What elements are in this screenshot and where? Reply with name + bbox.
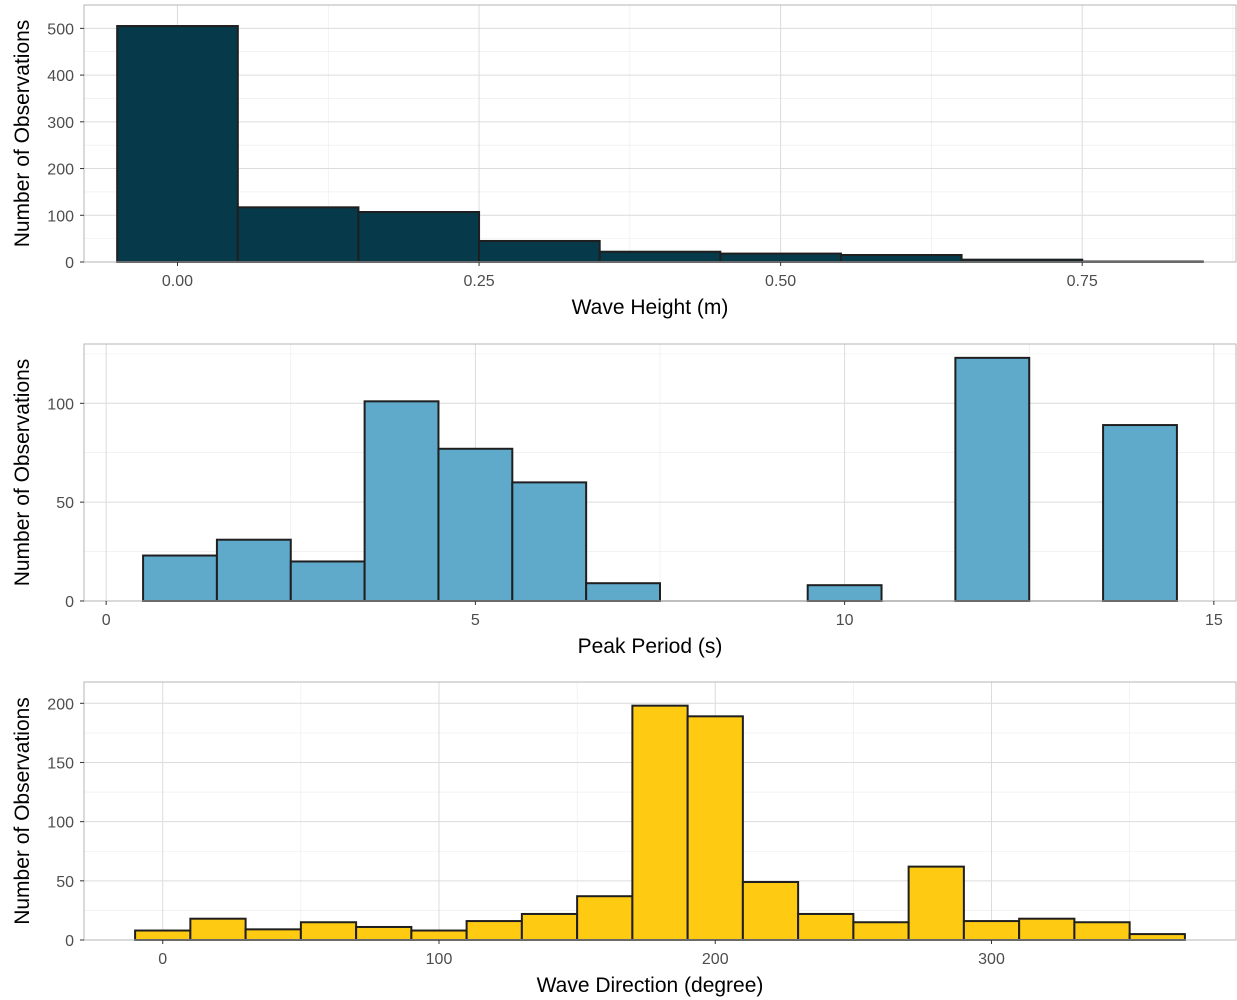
histogram-bar <box>839 253 963 263</box>
x-tick-label: 0 <box>102 612 111 629</box>
y-axis-title: Number of Observations <box>11 20 34 248</box>
histogram-bar <box>410 929 468 941</box>
histogram-bar <box>852 921 910 941</box>
histogram-bar <box>686 715 744 941</box>
y-tick-label: 0 <box>65 933 74 950</box>
y-tick-label: 400 <box>47 68 74 85</box>
histogram-bar <box>134 929 192 941</box>
panel-border <box>83 681 1237 941</box>
histogram-bar <box>719 252 842 264</box>
x-tick-label: 0.75 <box>1067 273 1098 290</box>
x-tick-label: 0.00 <box>162 273 193 290</box>
histogram-bar <box>478 239 601 264</box>
x-axis-title: Wave Direction (degree) <box>537 974 764 997</box>
histogram-bar <box>142 554 218 602</box>
y-tick-label: 500 <box>47 21 74 38</box>
y-tick-label: 150 <box>47 755 74 772</box>
histogram-bar <box>631 704 689 942</box>
histogram-bar <box>299 921 358 941</box>
x-tick-label: 300 <box>978 951 1005 968</box>
histogram-bar <box>363 400 440 603</box>
histogram-bar <box>907 865 965 941</box>
histogram-bar <box>437 447 514 602</box>
histogram-bar <box>1073 921 1131 941</box>
histogram-bar <box>357 211 481 263</box>
y-tick-label: 100 <box>47 815 74 832</box>
histogram-bar <box>806 584 883 603</box>
histogram-bar <box>962 920 1021 941</box>
histogram-bar <box>189 917 247 942</box>
x-axis-title: Wave Height (m) <box>572 296 729 319</box>
y-tick-label: 50 <box>56 874 74 891</box>
y-tick-label: 50 <box>56 495 74 512</box>
histogram-bar <box>520 912 579 942</box>
histogram-bar <box>1128 933 1186 942</box>
y-tick-label: 0 <box>65 594 74 611</box>
y-tick-label: 100 <box>47 208 74 225</box>
x-tick-label: 5 <box>471 612 480 629</box>
y-tick-label: 200 <box>47 162 74 179</box>
histogram-bar <box>511 481 588 602</box>
histogram-bar <box>797 912 855 942</box>
wave-height-histogram: 0.00 0.25 0.50 0.75 0 100 200 300 400 500 Wave Hei… <box>11 4 1237 319</box>
panel-border <box>83 4 1237 263</box>
histogram-bar <box>215 538 292 603</box>
histogram-bar <box>355 925 413 941</box>
y-tick-label: 100 <box>47 396 74 413</box>
histogram-bar <box>585 582 662 603</box>
histogram-bar <box>576 895 634 941</box>
x-tick-label: 100 <box>426 951 453 968</box>
wave-direction-histogram: 0 100 200 300 0 50 100 150 200 Wave Direction (de… <box>11 681 1237 997</box>
histogram-bar <box>244 928 302 942</box>
x-tick-label: 0.25 <box>463 273 494 290</box>
histogram-bar <box>954 356 1031 603</box>
y-axis-title: Number of Observations <box>11 697 34 925</box>
peak-period-histogram: 0 5 10 15 0 50 100 Peak Period (s) Number of Obs… <box>11 343 1237 658</box>
y-tick-label: 200 <box>47 696 74 713</box>
y-tick-label: 300 <box>47 115 74 132</box>
histogram-bar <box>1018 917 1076 942</box>
y-tick-label: 0 <box>65 255 74 272</box>
x-tick-label: 10 <box>836 612 854 629</box>
x-tick-label: 200 <box>702 951 729 968</box>
panel-border <box>83 343 1237 602</box>
x-axis-title: Peak Period (s) <box>578 635 723 658</box>
histogram-bar <box>465 920 523 941</box>
histogram-bar <box>1102 424 1178 602</box>
histogram-bar <box>236 206 360 263</box>
x-tick-label: 0.50 <box>765 273 796 290</box>
histogram-bar <box>741 881 800 941</box>
histogram-bar <box>116 25 239 264</box>
histogram-bar <box>289 560 366 603</box>
histogram-bar <box>598 250 722 264</box>
y-axis-title: Number of Observations <box>11 359 34 587</box>
x-tick-label: 0 <box>158 951 167 968</box>
x-tick-label: 15 <box>1205 612 1223 629</box>
